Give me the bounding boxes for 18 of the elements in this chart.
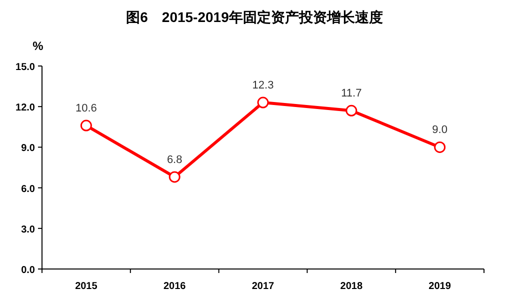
ytick: 12.0 bbox=[16, 102, 35, 114]
ytick: 9.0 bbox=[21, 143, 35, 154]
data-label: 12.3 bbox=[252, 80, 274, 92]
ytick: 15.0 bbox=[16, 62, 35, 73]
xtick: 2017 bbox=[252, 281, 274, 292]
data-label: 10.6 bbox=[76, 102, 97, 115]
title: 图6 2015-2019年固定资产投资增长速度 bbox=[126, 9, 383, 25]
data-label: 9.0 bbox=[432, 124, 448, 136]
xtick: 2016 bbox=[163, 281, 186, 292]
ytick: 0.0 bbox=[21, 265, 35, 276]
ytick: 6.0 bbox=[21, 184, 35, 195]
data-label: 11.7 bbox=[341, 88, 362, 100]
xtick: 2019 bbox=[428, 281, 451, 292]
xtick: 2018 bbox=[340, 281, 363, 292]
ylabel: % bbox=[32, 39, 44, 53]
xtick: 2015 bbox=[75, 281, 98, 292]
data-label: 6.8 bbox=[166, 154, 182, 166]
ytick: 3.0 bbox=[21, 224, 35, 236]
